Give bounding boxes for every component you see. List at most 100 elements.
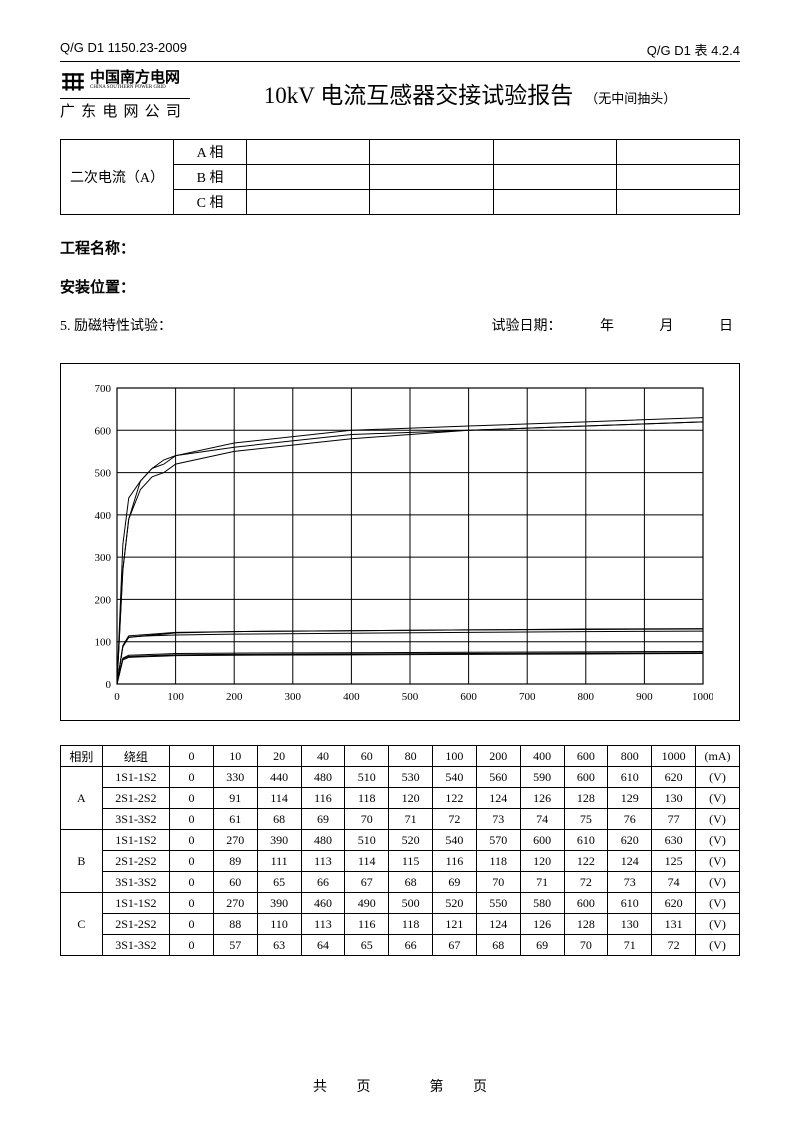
unit-cell: (V) [695, 893, 739, 914]
value-cell: 590 [520, 767, 564, 788]
value-cell: 520 [433, 893, 477, 914]
col-header: 40 [301, 746, 345, 767]
value-cell: 540 [433, 830, 477, 851]
value-cell: 118 [389, 914, 433, 935]
value-cell: 64 [301, 935, 345, 956]
value-cell: 0 [170, 788, 214, 809]
value-cell: 65 [257, 872, 301, 893]
blank-cell [493, 140, 616, 165]
value-cell: 0 [170, 830, 214, 851]
value-cell: 118 [476, 851, 520, 872]
value-cell: 88 [213, 914, 257, 935]
col-header: 200 [476, 746, 520, 767]
header-right-code: Q/G D1 表 4.2.4 [647, 40, 740, 59]
value-cell: 70 [476, 872, 520, 893]
svg-text:700: 700 [519, 691, 536, 703]
header-left-code: Q/G D1 1150.23-2009 [60, 40, 187, 59]
blank-cell [370, 165, 493, 190]
phase-cell: B [61, 830, 103, 893]
svg-text:500: 500 [95, 468, 112, 480]
unit-cell: (V) [695, 872, 739, 893]
value-cell: 600 [520, 830, 564, 851]
blank-cell [493, 190, 616, 215]
col-header: 10 [213, 746, 257, 767]
value-cell: 440 [257, 767, 301, 788]
logo-block: 中国南方电网 CHINA SOUTHERN POWER GRID 广 东 电 网… [60, 70, 200, 121]
blank-cell [247, 165, 370, 190]
value-cell: 73 [608, 872, 652, 893]
value-cell: 65 [345, 935, 389, 956]
value-cell: 57 [213, 935, 257, 956]
value-cell: 0 [170, 893, 214, 914]
col-header: 60 [345, 746, 389, 767]
col-header: 绕组 [102, 746, 169, 767]
value-cell: 500 [389, 893, 433, 914]
project-name-label: 工程名称： [60, 237, 740, 258]
svg-text:400: 400 [343, 691, 360, 703]
value-cell: 490 [345, 893, 389, 914]
value-cell: 560 [476, 767, 520, 788]
value-cell: 0 [170, 914, 214, 935]
value-cell: 66 [301, 872, 345, 893]
value-cell: 72 [433, 809, 477, 830]
test-date-area: 试验日期： 年 月 日 [492, 315, 741, 335]
secondary-current-table: 二次电流（A）A 相B 相C 相 [60, 139, 740, 215]
value-cell: 67 [345, 872, 389, 893]
col-header: 80 [389, 746, 433, 767]
svg-text:100: 100 [167, 691, 184, 703]
value-cell: 124 [476, 788, 520, 809]
value-cell: 630 [652, 830, 696, 851]
value-cell: 610 [564, 830, 608, 851]
value-cell: 125 [652, 851, 696, 872]
phase-cell: A [61, 767, 103, 830]
value-cell: 129 [608, 788, 652, 809]
value-cell: 120 [520, 851, 564, 872]
value-cell: 74 [520, 809, 564, 830]
svg-text:300: 300 [285, 691, 302, 703]
value-cell: 61 [213, 809, 257, 830]
excitation-chart: 0100200300400500600700010020030040050060… [60, 363, 740, 721]
winding-cell: 1S1-1S2 [102, 830, 169, 851]
value-cell: 124 [476, 914, 520, 935]
value-cell: 0 [170, 767, 214, 788]
value-cell: 118 [345, 788, 389, 809]
value-cell: 600 [564, 893, 608, 914]
unit-cell: (V) [695, 767, 739, 788]
unit-cell: (V) [695, 851, 739, 872]
blank-cell [247, 140, 370, 165]
phase-cell: C [61, 893, 103, 956]
value-cell: 540 [433, 767, 477, 788]
winding-cell: 3S1-3S2 [102, 935, 169, 956]
svg-text:0: 0 [106, 679, 112, 691]
grid-logo-icon [60, 70, 86, 96]
value-cell: 70 [564, 935, 608, 956]
value-cell: 70 [345, 809, 389, 830]
value-cell: 620 [652, 893, 696, 914]
col-header: 0 [170, 746, 214, 767]
value-cell: 550 [476, 893, 520, 914]
value-cell: 63 [257, 935, 301, 956]
col-header: 400 [520, 746, 564, 767]
winding-cell: 1S1-1S2 [102, 893, 169, 914]
logo-sub: 广 东 电 网 公 司 [60, 100, 200, 121]
value-cell: 130 [608, 914, 652, 935]
svg-text:800: 800 [578, 691, 595, 703]
value-cell: 126 [520, 788, 564, 809]
value-cell: 71 [389, 809, 433, 830]
value-cell: 580 [520, 893, 564, 914]
value-cell: 69 [433, 872, 477, 893]
blank-cell [493, 165, 616, 190]
unit-cell: (V) [695, 788, 739, 809]
value-cell: 114 [345, 851, 389, 872]
value-cell: 111 [257, 851, 301, 872]
value-cell: 89 [213, 851, 257, 872]
unit-cell: (V) [695, 935, 739, 956]
logo-text-cn: 中国南方电网 [90, 70, 180, 85]
value-cell: 74 [652, 872, 696, 893]
value-cell: 126 [520, 914, 564, 935]
value-cell: 116 [345, 914, 389, 935]
value-cell: 460 [301, 893, 345, 914]
unit-cell: (V) [695, 809, 739, 830]
value-cell: 270 [213, 830, 257, 851]
value-cell: 610 [608, 767, 652, 788]
